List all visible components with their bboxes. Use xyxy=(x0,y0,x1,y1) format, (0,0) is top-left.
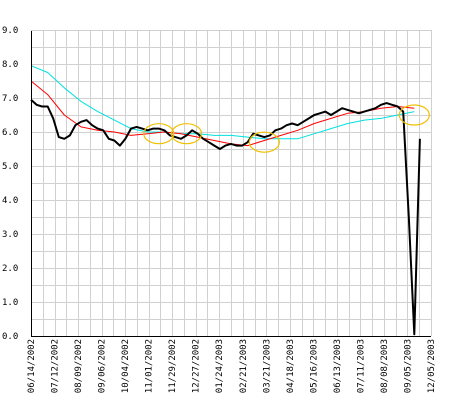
y-tick-label: 7.0 xyxy=(2,94,18,104)
y-tick-label: 4.0 xyxy=(2,196,18,206)
y-tick-label: 5.0 xyxy=(2,162,18,172)
axes xyxy=(31,30,432,337)
x-tick-label: 07/11/2003 xyxy=(356,339,366,393)
series-group xyxy=(30,65,421,336)
highlight-ellipse xyxy=(143,123,175,145)
highlight-ellipse xyxy=(248,131,280,153)
y-tick-label: 8.0 xyxy=(2,60,18,70)
highlight-ellipse xyxy=(170,123,203,145)
y-tick-label: 1.0 xyxy=(2,298,18,308)
series-line-2 xyxy=(30,65,415,140)
x-tick-label: 12/05/2003 xyxy=(427,339,437,393)
x-tick-label: 06/13/2003 xyxy=(333,339,343,393)
x-tick-label: 08/09/2002 xyxy=(74,339,84,393)
x-tick-label: 12/27/2002 xyxy=(192,339,202,393)
y-tick-label: 0.0 xyxy=(2,332,18,342)
x-tick-labels: 06/14/2002 07/12/2002 08/09/2002 09/06/2002… xyxy=(27,339,437,393)
x-tick-label: 09/05/2003 xyxy=(403,339,413,393)
highlight-group xyxy=(143,104,430,153)
x-tick-label: 05/16/2003 xyxy=(309,339,319,393)
y-tick-label: 9.0 xyxy=(2,26,18,36)
x-tick-label: 11/29/2002 xyxy=(168,339,178,393)
y-tick-label: 2.0 xyxy=(2,264,18,274)
y-tick-label: 6.0 xyxy=(2,128,18,138)
x-tick-label: 07/12/2002 xyxy=(51,339,61,393)
x-tick-label: 03/21/2003 xyxy=(262,339,272,393)
series-line-1 xyxy=(30,80,415,147)
y-tick-label: 3.0 xyxy=(2,230,18,240)
y-tick-labels: 0.0 1.0 2.0 3.0 4.0 5.0 6.0 7.0 8.0 9.0 xyxy=(2,26,18,342)
highlight-ellipse xyxy=(398,104,430,126)
x-tick-label: 06/14/2002 xyxy=(27,339,37,393)
x-tick-label: 10/04/2002 xyxy=(121,339,131,393)
x-tick-label: 09/06/2002 xyxy=(98,339,108,393)
x-tick-label: 08/08/2003 xyxy=(380,339,390,393)
x-tick-label: 02/21/2003 xyxy=(239,339,249,393)
x-tick-label: 11/01/2002 xyxy=(145,339,155,393)
x-tick-label: 04/18/2003 xyxy=(286,339,296,393)
series-line-0 xyxy=(30,98,421,336)
x-tick-label: 01/24/2003 xyxy=(215,339,225,393)
